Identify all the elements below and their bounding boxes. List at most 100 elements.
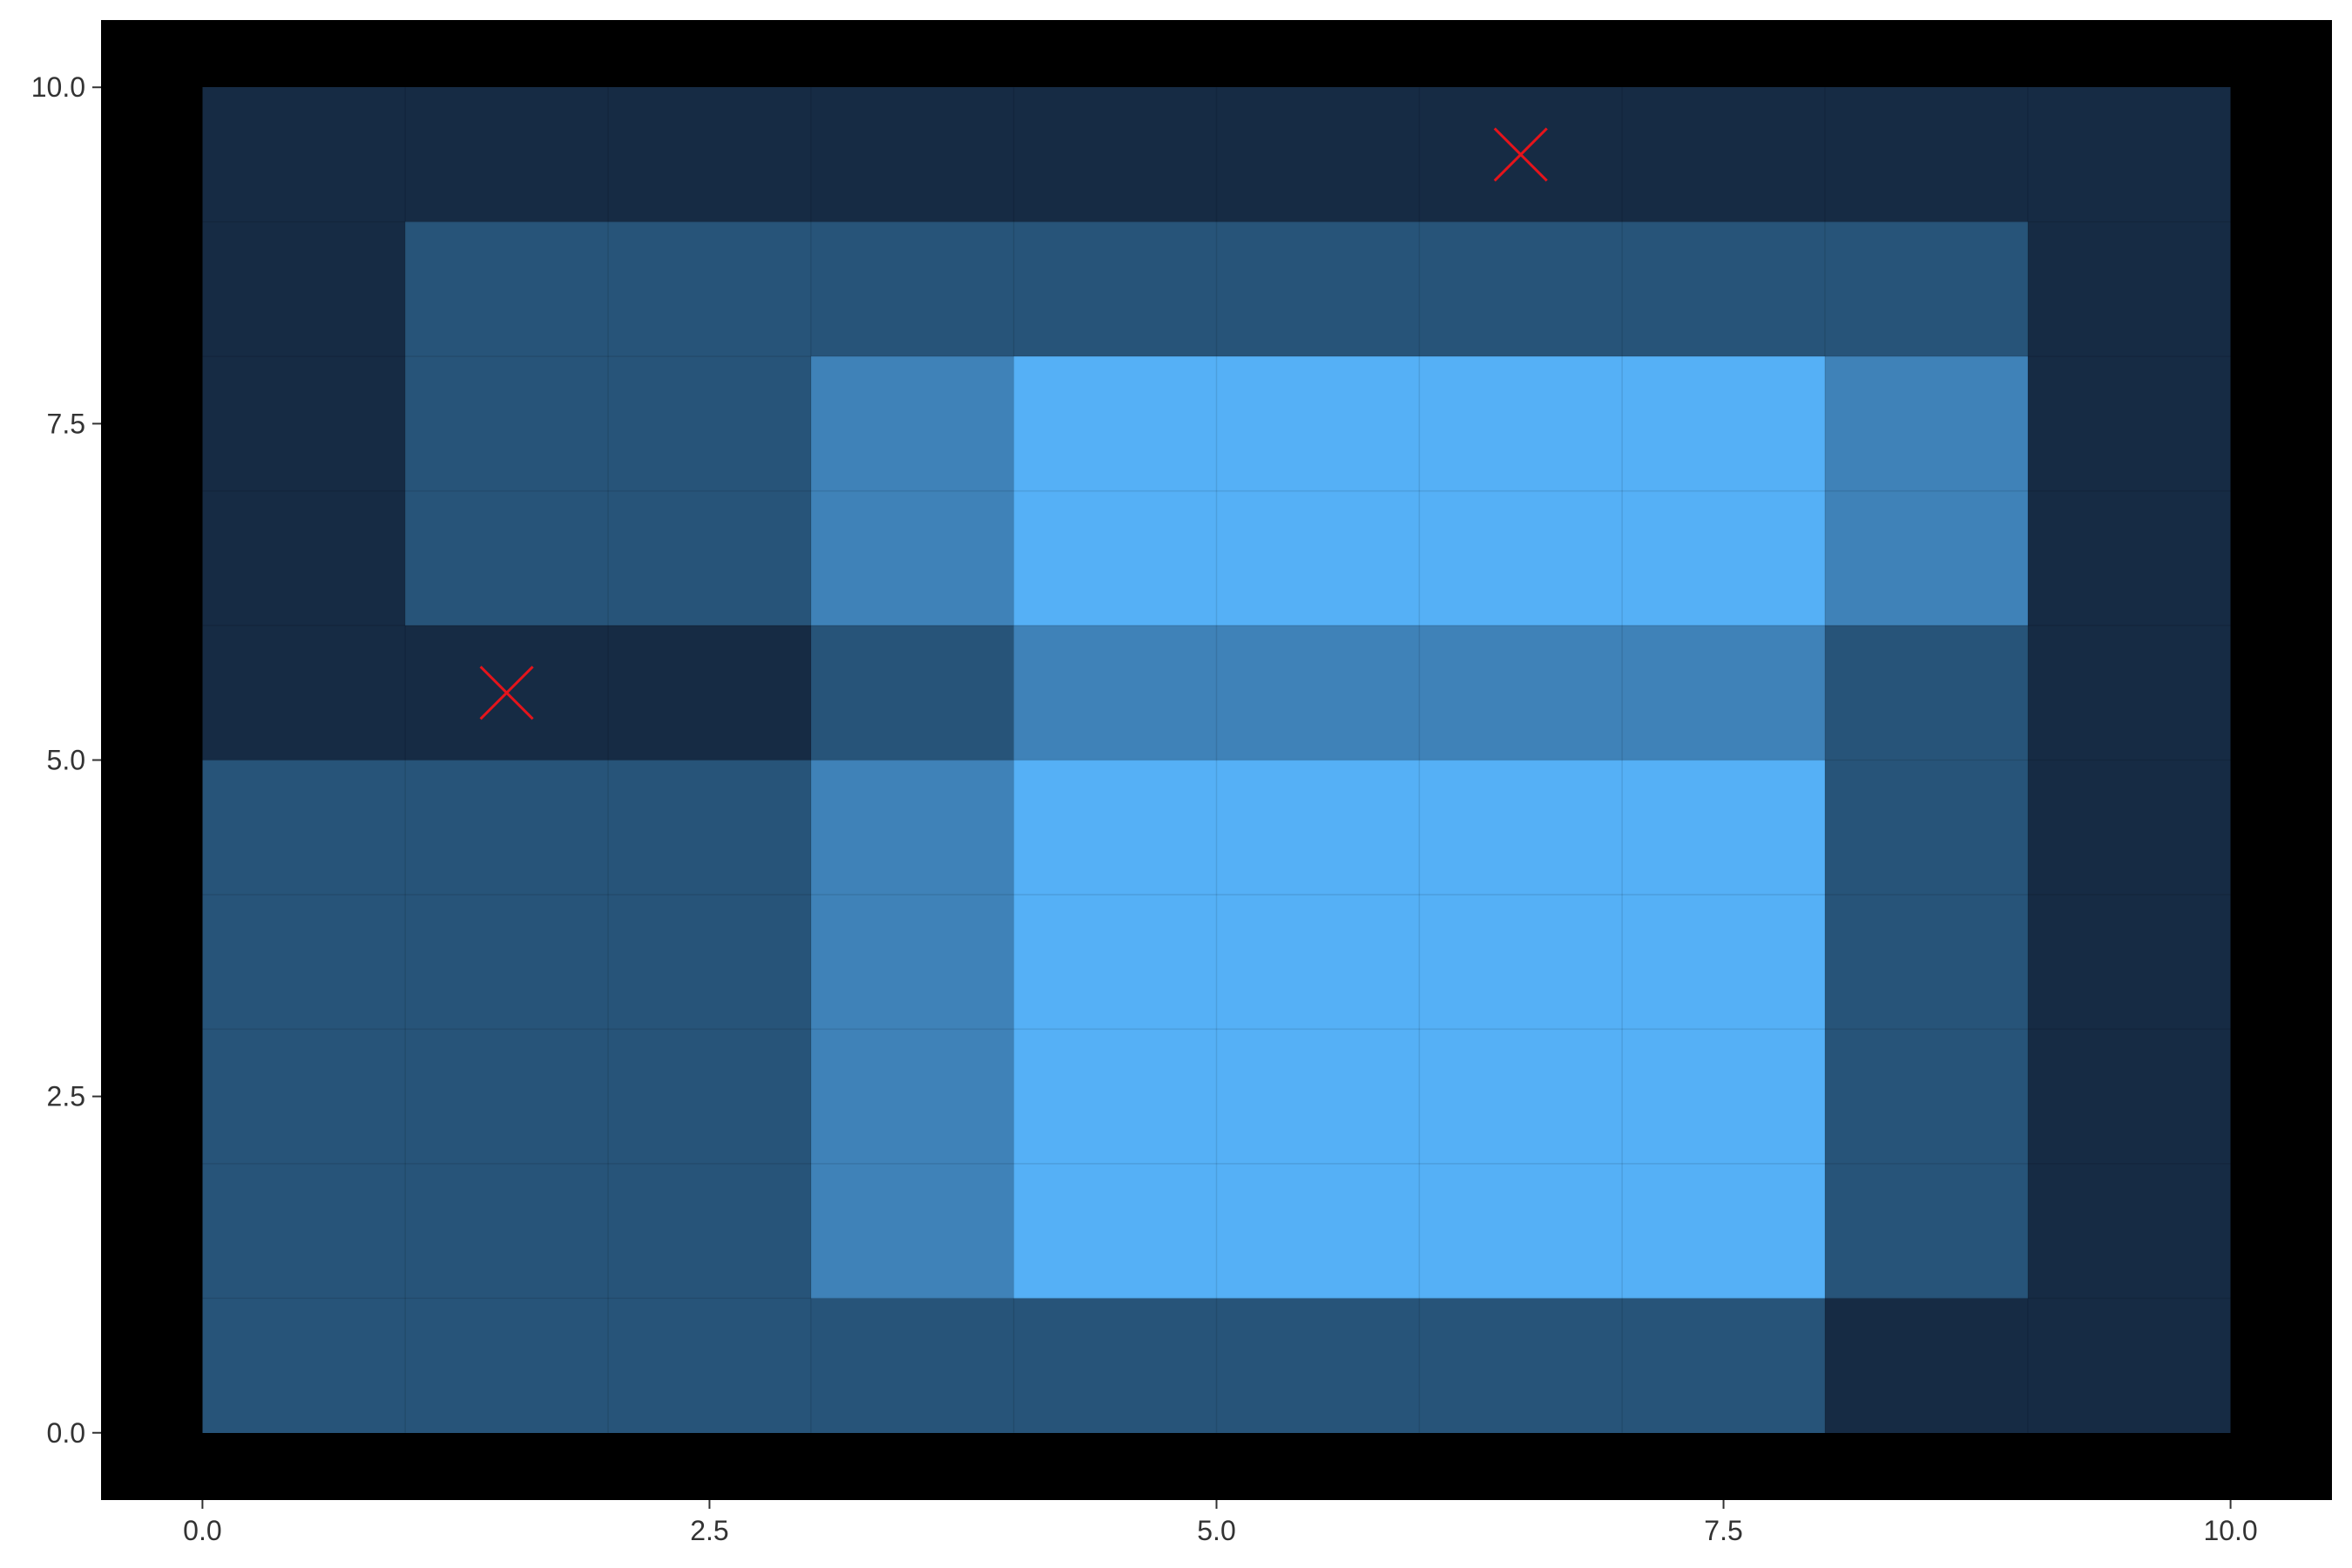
heatmap-cell (1419, 1163, 1623, 1299)
heatmap-cell (2027, 1163, 2231, 1299)
heatmap-cell (2027, 760, 2231, 895)
heatmap-cell (1013, 356, 1217, 491)
heatmap-cell (1622, 221, 1825, 357)
heatmap-cell (810, 1029, 1014, 1164)
heatmap-cell (1824, 1298, 2028, 1433)
x-tick-label: 10.0 (2203, 1515, 2257, 1546)
heatmap-cell (1013, 894, 1217, 1030)
heatmap-cell (202, 1029, 406, 1164)
heatmap-cell (202, 894, 406, 1030)
heatmap-cell (1013, 1298, 1217, 1433)
heatmap-cell (2027, 356, 2231, 491)
heatmap-cell (608, 87, 811, 222)
heatmap-cell (1419, 490, 1623, 626)
heatmap-cell (405, 87, 609, 222)
heatmap-cell (810, 894, 1014, 1030)
heatmap-cell (1216, 490, 1420, 626)
heatmap-cell (1013, 1029, 1217, 1164)
heatmap-cell (1824, 356, 2028, 491)
heatmap-cell (202, 221, 406, 357)
heatmap-cell (608, 625, 811, 760)
heatmap-cell (1216, 1029, 1420, 1164)
heatmap-cell (202, 1163, 406, 1299)
heatmap-cell (1824, 490, 2028, 626)
heatmap-cell (202, 490, 406, 626)
heatmap-cell (810, 1163, 1014, 1299)
heatmap-cells (202, 87, 2231, 1433)
heatmap-cell (1013, 1163, 1217, 1299)
heatmap-cell (2027, 1029, 2231, 1164)
heatmap-cell (810, 356, 1014, 491)
heatmap-cell (608, 894, 811, 1030)
y-axis: 0.0 2.5 5.0 7.5 10.0 (31, 71, 101, 1449)
heatmap-cell (1824, 221, 2028, 357)
heatmap-cell (1216, 87, 1420, 222)
heatmap-cell (608, 1163, 811, 1299)
heatmap-cell (1419, 1298, 1623, 1433)
heatmap-cell (810, 760, 1014, 895)
heatmap-cell (405, 1163, 609, 1299)
heatmap-cell (1622, 490, 1825, 626)
heatmap-cell (1824, 1163, 2028, 1299)
heatmap-cell (1419, 356, 1623, 491)
heatmap-cell (2027, 625, 2231, 760)
heatmap-cell (608, 221, 811, 357)
heatmap-cell (810, 625, 1014, 760)
heatmap-cell (1824, 894, 2028, 1030)
heatmap-cell (1216, 221, 1420, 357)
heatmap-cell (1216, 894, 1420, 1030)
heatmap-cell (405, 760, 609, 895)
x-marker (1493, 127, 1548, 182)
y-tick-label: 0.0 (47, 1417, 85, 1449)
heatmap-cell (202, 87, 406, 222)
heatmap-cell (1013, 87, 1217, 222)
heatmap-cell (1622, 356, 1825, 491)
y-tick-label: 5.0 (47, 745, 85, 776)
heatmap-cell (405, 356, 609, 491)
heatmap-cell (202, 356, 406, 491)
heatmap-cell (1013, 760, 1217, 895)
heatmap-cell (1216, 625, 1420, 760)
markers (479, 127, 1548, 720)
heatmap-cell (1622, 894, 1825, 1030)
heatmap-cell (1419, 221, 1623, 357)
heatmap-cell (2027, 87, 2231, 222)
heatmap-cell (202, 625, 406, 760)
heatmap-cell (405, 1298, 609, 1433)
heatmap-cell (1824, 1029, 2028, 1164)
heatmap-cell (202, 760, 406, 895)
heatmap-cell (1013, 490, 1217, 626)
heatmap-cell (1622, 87, 1825, 222)
heatmap-cell (810, 1298, 1014, 1433)
heatmap-cell (608, 1298, 811, 1433)
y-tick-label: 10.0 (31, 71, 85, 103)
heatmap-cell (2027, 221, 2231, 357)
heatmap-cell (810, 221, 1014, 357)
heatmap-cell (405, 894, 609, 1030)
heatmap-cell (1216, 1163, 1420, 1299)
cell-grid (202, 87, 2231, 1433)
heatmap-cell (1622, 1298, 1825, 1433)
heatmap-cell (1013, 221, 1217, 357)
heatmap-cell (1419, 1029, 1623, 1164)
heatmap-cell (405, 1029, 609, 1164)
heatmap-cell (405, 221, 609, 357)
x-tick-label: 7.5 (1704, 1515, 1742, 1546)
heatmap-cell (1622, 1029, 1825, 1164)
heatmap-cell (1419, 625, 1623, 760)
heatmap-cell (608, 490, 811, 626)
heatmap-cell (1013, 625, 1217, 760)
heatmap-cell (608, 1029, 811, 1164)
heatmap-cell (608, 760, 811, 895)
heatmap-cell (1419, 760, 1623, 895)
x-tick-label: 2.5 (690, 1515, 728, 1546)
heatmap-cell (1216, 760, 1420, 895)
heatmap-cell (1622, 625, 1825, 760)
heatmap-cell (2027, 894, 2231, 1030)
heatmap-cell (1216, 1298, 1420, 1433)
heatmap-cell (2027, 490, 2231, 626)
heatmap-cell (1622, 1163, 1825, 1299)
heatmap-cell (1216, 356, 1420, 491)
x-marker (479, 666, 534, 720)
